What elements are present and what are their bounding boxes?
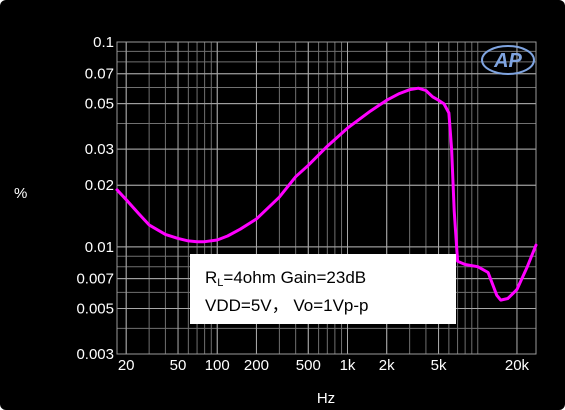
plot-border bbox=[116, 41, 537, 355]
x-tick-label: 100 bbox=[205, 357, 230, 374]
y-tick-label: 0.007 bbox=[76, 271, 114, 288]
x-axis-label: Hz bbox=[317, 390, 335, 407]
x-tick-label: 500 bbox=[296, 357, 321, 374]
x-tick-label: 2k bbox=[379, 357, 395, 374]
ap-logo-text: AP bbox=[493, 50, 522, 72]
annotation-r: R bbox=[205, 268, 217, 287]
y-tick-label: 0.02 bbox=[85, 177, 114, 194]
x-tick-labels: 20 50 100 200 500 1k 2k 5k 20k bbox=[118, 357, 530, 374]
y-axis-label: % bbox=[14, 185, 27, 202]
annotation-box: RL=4ohm Gain=23dB VDD=5V， Vo=1Vp-p bbox=[190, 254, 456, 324]
y-tick-label: 0.1 bbox=[93, 34, 114, 51]
x-tick-label: 20 bbox=[118, 357, 135, 374]
x-tick-label: 50 bbox=[170, 357, 187, 374]
x-tick-label: 200 bbox=[244, 357, 269, 374]
series-line bbox=[115, 86, 538, 302]
x-tick-label: 20k bbox=[505, 357, 530, 374]
annotation-background bbox=[190, 254, 456, 324]
y-tick-label: 0.05 bbox=[85, 96, 114, 113]
y-tick-labels: 0.1 0.07 0.05 0.03 0.02 0.01 0.007 0.005 0.003 bbox=[76, 34, 114, 363]
annotation-line-1: RL=4ohm Gain=23dB bbox=[205, 268, 366, 289]
annotation-line-2: VDD=5V， Vo=1Vp-p bbox=[205, 296, 368, 315]
y-tick-label: 0.005 bbox=[76, 301, 114, 318]
y-tick-label: 0.03 bbox=[85, 141, 114, 158]
ap-logo-ring-icon bbox=[481, 45, 535, 75]
y-tick-label: 0.07 bbox=[85, 66, 114, 83]
annotation-r-subscript: L bbox=[217, 277, 223, 289]
y-tick-label: 0.01 bbox=[85, 239, 114, 256]
ap-logo: AP bbox=[481, 45, 535, 75]
annotation-line-1-rest: =4ohm Gain=23dB bbox=[223, 268, 366, 287]
x-tick-label: 5k bbox=[431, 357, 447, 374]
x-tick-label: 1k bbox=[340, 357, 356, 374]
y-tick-label: 0.003 bbox=[76, 346, 114, 363]
